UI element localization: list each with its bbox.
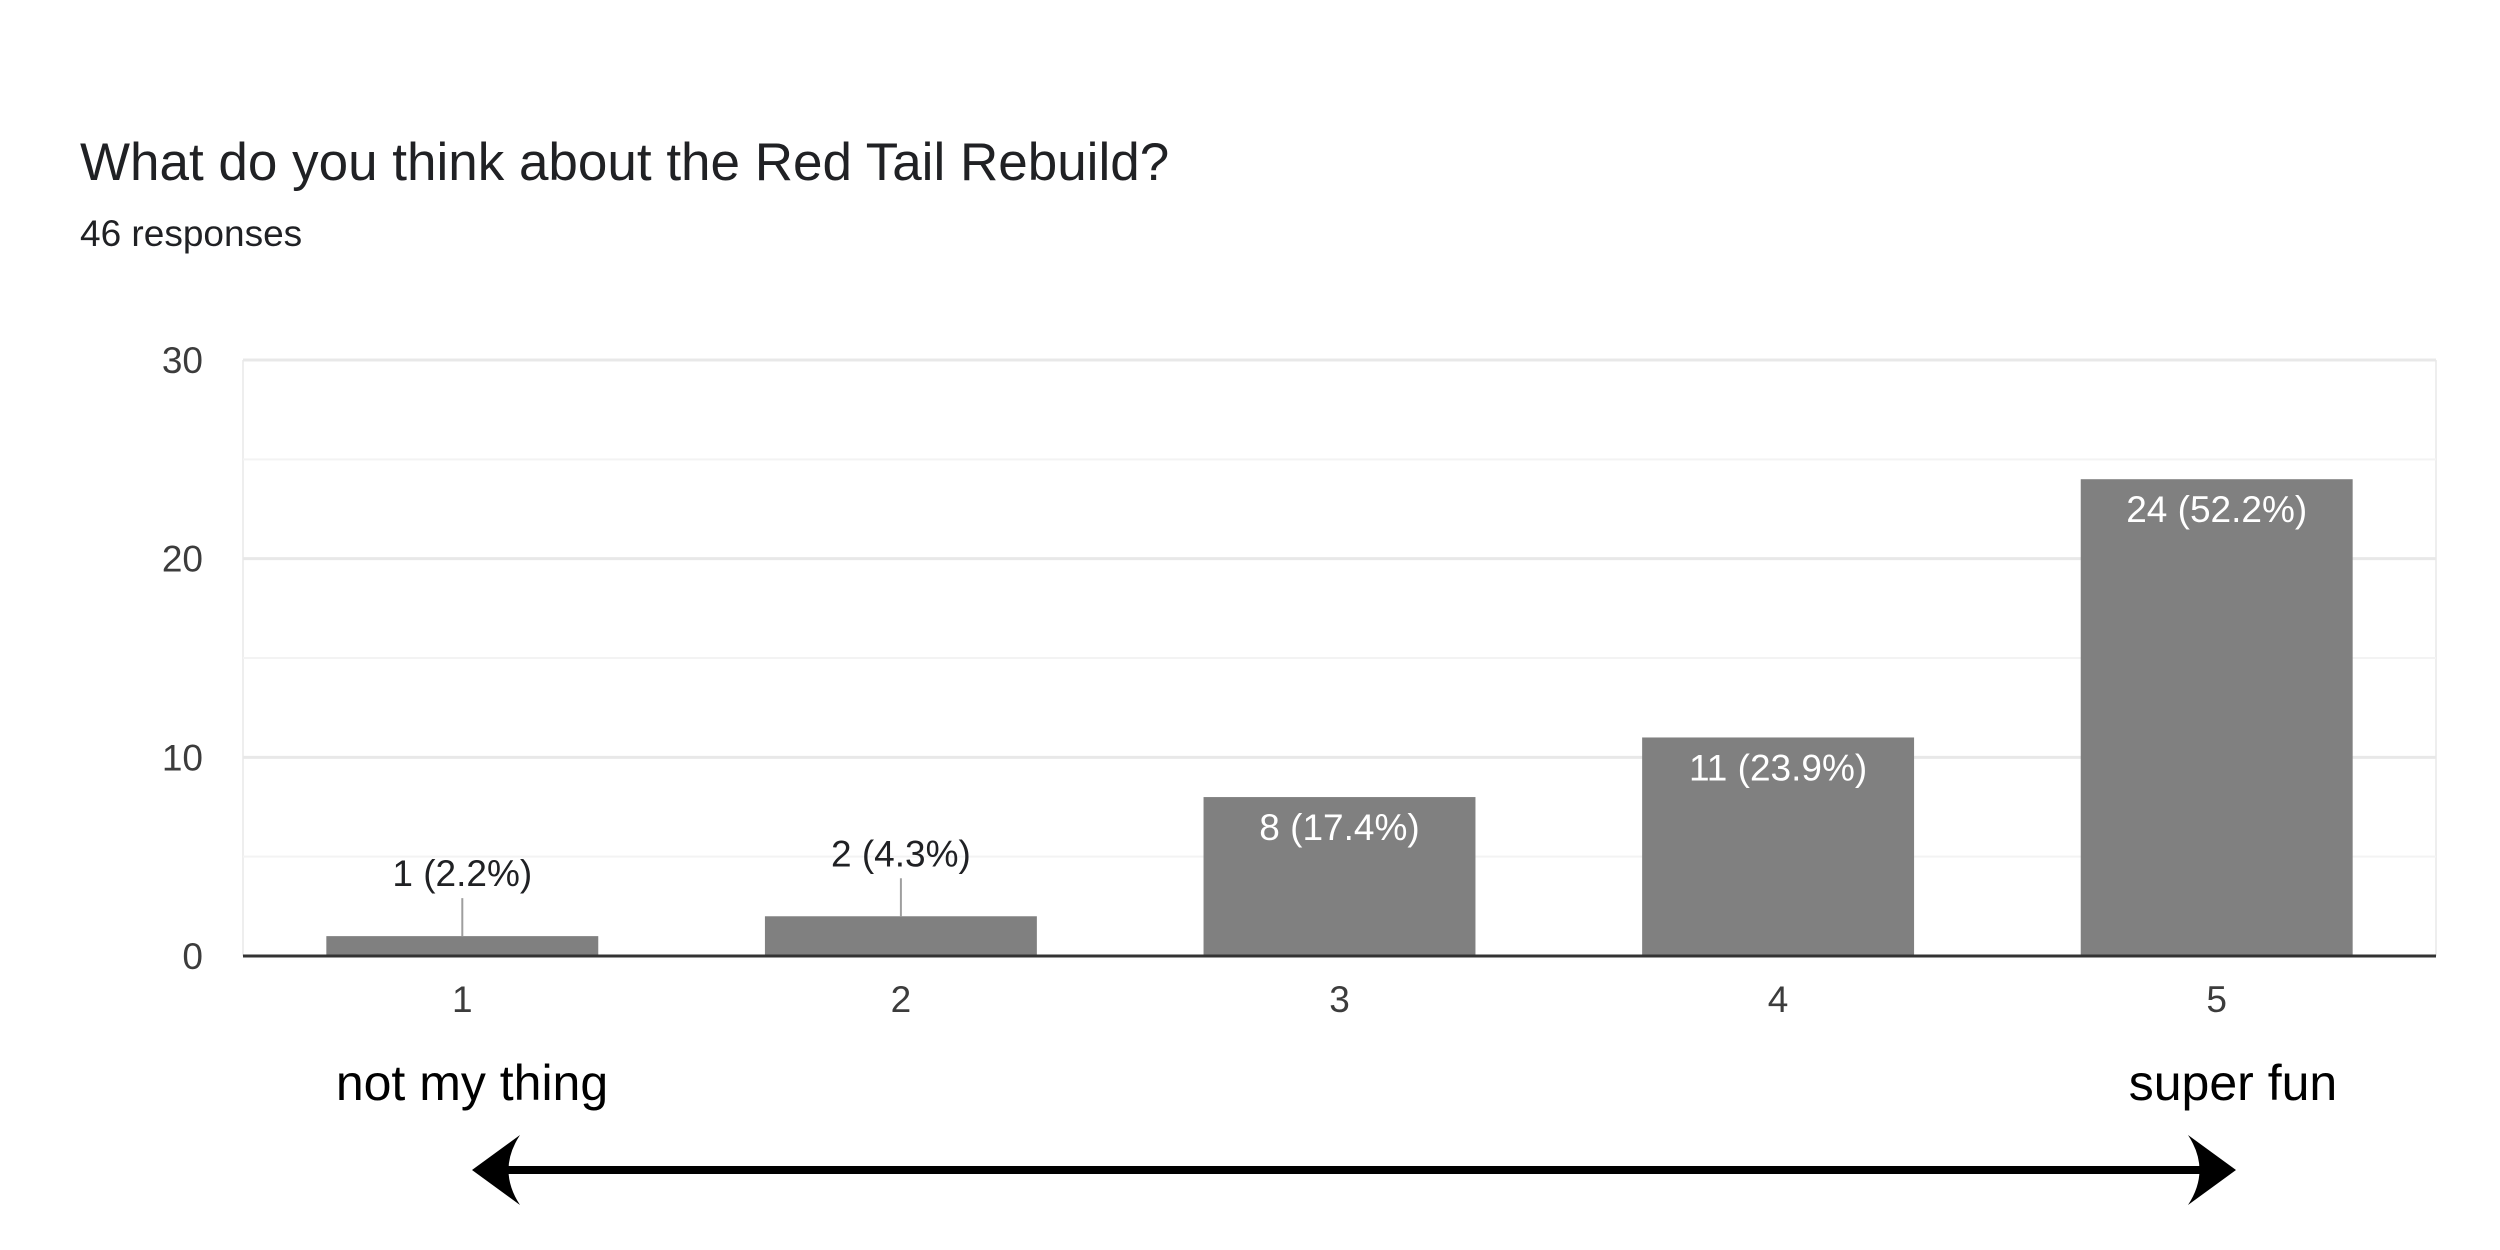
bars	[326, 479, 2353, 956]
data-labels: 1 (2.2%) 2 (4.3%) 8 (17.4%) 11 (23.9%) 24 (5…	[392, 489, 2307, 937]
scale-arrow	[472, 1135, 2236, 1205]
data-label: 24 (52.2%)	[2126, 489, 2307, 530]
x-tick-label: 2	[891, 979, 912, 1020]
x-tick-label: 4	[1768, 979, 1789, 1020]
x-tick-label: 1	[452, 979, 473, 1020]
data-label: 1 (2.2%)	[392, 853, 532, 894]
response-count: 46 responses	[80, 213, 302, 254]
data-label: 11 (23.9%)	[1689, 747, 1867, 788]
x-tick-label: 5	[2206, 979, 2227, 1020]
bar-3	[1203, 797, 1476, 956]
data-label: 8 (17.4%)	[1259, 807, 1419, 848]
y-tick-label: 20	[162, 539, 203, 580]
y-tick-label: 30	[162, 340, 203, 381]
bar-4	[1642, 737, 1915, 956]
x-tick-label: 3	[1329, 979, 1350, 1020]
bar-5	[2080, 479, 2353, 956]
scale-arrow-right-head	[2188, 1135, 2236, 1205]
chart-title: What do you think about the Red Tail Reb…	[80, 133, 1169, 192]
bar-2	[764, 916, 1037, 956]
y-tick-label: 0	[182, 936, 203, 977]
scale-label-low: not my thing	[336, 1055, 608, 1111]
bar-1	[326, 936, 599, 956]
scale-label-high: super fun	[2129, 1055, 2337, 1111]
y-tick-label: 10	[162, 737, 203, 778]
axes: 0 10 20 30 1 2 3 4 5	[162, 340, 2436, 1020]
data-label: 2 (4.3%)	[831, 833, 971, 874]
scale-arrow-left-head	[472, 1135, 520, 1205]
